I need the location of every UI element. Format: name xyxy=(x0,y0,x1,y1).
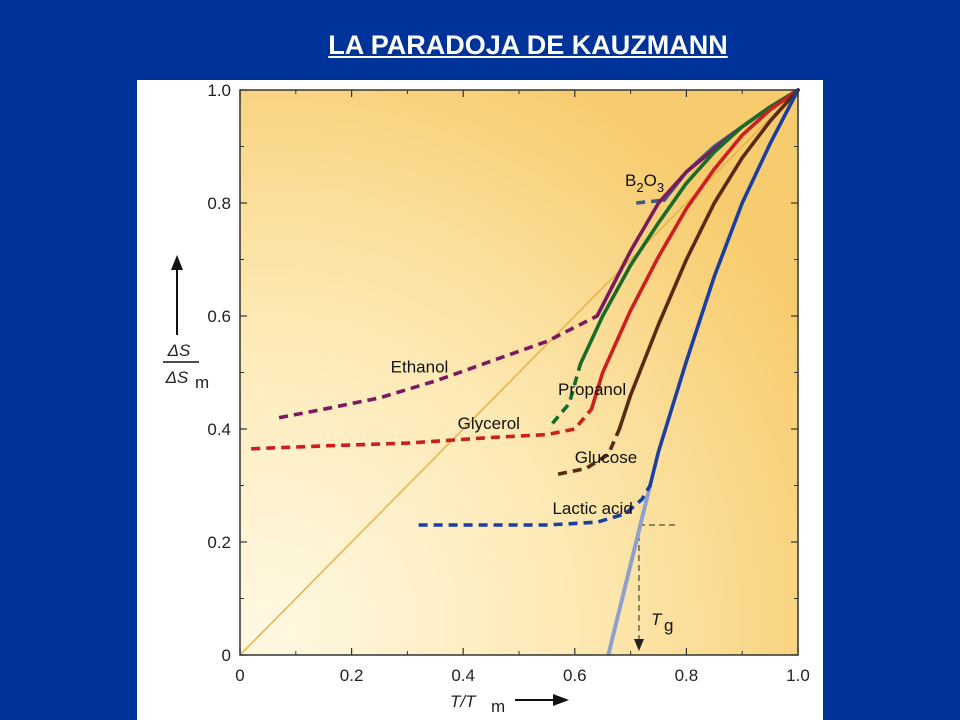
x-axis-label: T/T m xyxy=(450,692,569,716)
series-labels: B2O3 Ethanol Propanol Glycerol Glucose Lactic… xyxy=(391,171,664,518)
series-dashed-lactic-acid xyxy=(418,484,652,527)
y-axis-label: ΔS ΔS m xyxy=(163,255,209,392)
x-tick-label-0.4: 0.4 xyxy=(451,666,475,685)
extrapolation-line xyxy=(606,483,653,655)
series-label-glycerol: Glycerol xyxy=(458,414,520,433)
slide-title: LA PARADOJA DE KAUZMANN xyxy=(328,30,728,60)
axis-ticks: 0 0.2 0.4 0.6 0.8 1.0 0 0.2 0.4 0.6 0.8 1.0 xyxy=(207,81,809,685)
series-dashed-ethanol xyxy=(278,314,598,420)
y-label-denominator-sub: m xyxy=(195,373,209,392)
y-tick-label-1.0: 1.0 xyxy=(207,81,231,100)
x-tick-label-0.8: 0.8 xyxy=(675,666,699,685)
series-label-ethanol: Ethanol xyxy=(391,358,449,377)
series-solid-glycerol xyxy=(589,88,800,411)
x-tick-label-0.6: 0.6 xyxy=(563,666,587,685)
x-tick-label-0.2: 0.2 xyxy=(340,666,364,685)
series-dashed-propanol xyxy=(551,363,583,425)
series-solid-lactic-acid xyxy=(648,88,800,488)
y-label-numerator: ΔS xyxy=(167,341,191,360)
series-group xyxy=(251,88,800,527)
series-solid-glucose xyxy=(617,88,800,431)
x-tick-label-1.0: 1.0 xyxy=(786,666,810,685)
tg-label: T xyxy=(651,610,663,629)
y-tick-label-0.8: 0.8 xyxy=(207,194,231,213)
x-label-main: T/T xyxy=(450,692,477,711)
series-solid-propanol xyxy=(578,88,800,366)
extrapolation-path xyxy=(606,483,653,655)
y-tick-label-0.6: 0.6 xyxy=(207,307,231,326)
series-label-b2o3: B2O3 xyxy=(625,171,664,195)
series-dashed-glycerol xyxy=(251,408,593,451)
x-label-sub: m xyxy=(491,697,505,716)
y-tick-label-0.2: 0.2 xyxy=(207,533,231,552)
series-label-glucose: Glucose xyxy=(575,448,637,467)
y-tick-label-0: 0 xyxy=(222,646,231,665)
series-label-lactic-acid: Lactic acid xyxy=(552,499,632,518)
x-tick-label-0: 0 xyxy=(235,666,244,685)
y-tick-label-0.4: 0.4 xyxy=(207,420,231,439)
series-label-propanol: Propanol xyxy=(558,380,626,399)
series-dashed-glucose xyxy=(557,428,622,476)
tg-arrowhead xyxy=(633,639,644,651)
y-label-denominator: ΔS xyxy=(165,368,189,387)
tg-label-sub: g xyxy=(664,616,673,635)
